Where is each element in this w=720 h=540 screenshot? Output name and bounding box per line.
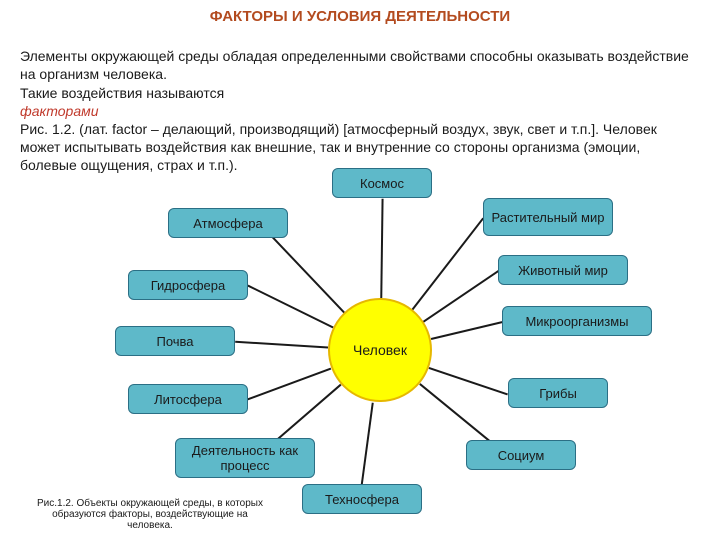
node-hydro: Гидросфера — [128, 270, 248, 300]
connector-line — [248, 368, 332, 400]
connector-line — [361, 402, 374, 485]
connector-line — [429, 367, 508, 395]
page-title: ФАКТОРЫ И УСЛОВИЯ ДЕЯТЕЛЬНОСТИ — [0, 0, 720, 25]
connector-line — [380, 199, 383, 299]
node-techno: Техносфера — [302, 484, 422, 514]
diagram-area: Человек Космос Растительный мир Животный ми… — [0, 170, 720, 530]
node-fauna: Животный мир — [498, 255, 628, 285]
connector-line — [420, 383, 491, 441]
node-fungi: Грибы — [508, 378, 608, 408]
figure-caption: Рис.1.2. Объекты окружающей среды, в кот… — [30, 498, 270, 531]
node-flora: Растительный мир — [483, 198, 613, 236]
node-micro: Микроорганизмы — [502, 306, 652, 336]
connector-line — [430, 321, 502, 339]
node-activity: Деятельность как процесс — [175, 438, 315, 478]
connector-line — [270, 384, 342, 446]
connector-line — [248, 285, 334, 328]
connector-line — [411, 217, 483, 310]
node-atmo: Атмосфера — [168, 208, 288, 238]
connector-line — [235, 341, 328, 348]
node-cosmos: Космос — [332, 168, 432, 198]
para-pre: Элементы окружающей среды обладая опреде… — [20, 48, 689, 100]
node-litho: Литосфера — [128, 384, 248, 414]
center-node: Человек — [328, 298, 432, 402]
intro-paragraph: Элементы окружающей среды обладая опреде… — [0, 29, 720, 175]
factor-word: факторами — [20, 103, 99, 119]
node-soil: Почва — [115, 326, 235, 356]
para-post: Рис. 1.2. (лат. factor – делающий, произ… — [20, 121, 657, 173]
node-socium: Социум — [466, 440, 576, 470]
